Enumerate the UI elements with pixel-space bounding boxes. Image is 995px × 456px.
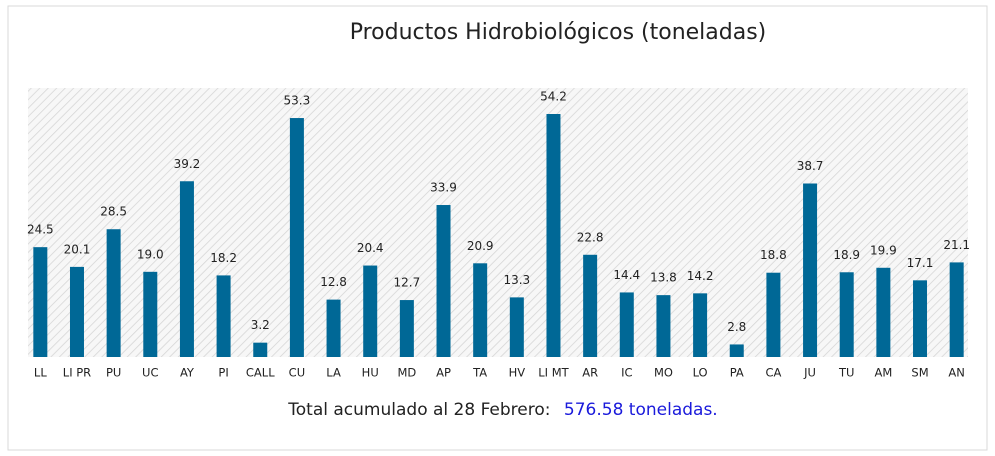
bar bbox=[289, 118, 304, 357]
value-label: 38.7 bbox=[797, 159, 824, 173]
value-label: 2.8 bbox=[727, 320, 746, 334]
value-label: 33.9 bbox=[430, 181, 457, 195]
x-tick-label: TU bbox=[838, 366, 854, 380]
x-tick-label: TA bbox=[472, 366, 487, 380]
bar bbox=[913, 280, 928, 357]
x-tick-label: PA bbox=[730, 366, 744, 380]
value-label: 17.1 bbox=[907, 256, 934, 270]
value-label: 14.4 bbox=[613, 268, 640, 282]
x-tick-label: JU bbox=[803, 366, 816, 380]
x-tick-label: LI PR bbox=[63, 366, 91, 380]
x-tick-label: LO bbox=[693, 366, 708, 380]
x-tick-label: SM bbox=[911, 366, 928, 380]
x-tick-label: LI MT bbox=[538, 366, 569, 380]
bar bbox=[949, 262, 964, 357]
bar bbox=[106, 229, 121, 357]
x-tick-label: LA bbox=[326, 366, 341, 380]
value-label: 53.3 bbox=[284, 94, 311, 108]
value-label: 13.8 bbox=[650, 271, 677, 285]
chart-title: Productos Hidrobiológicos (toneladas) bbox=[350, 20, 767, 45]
value-label: 20.9 bbox=[467, 239, 494, 253]
x-tick-label: UC bbox=[142, 366, 158, 380]
value-label: 24.5 bbox=[27, 223, 54, 237]
bar bbox=[363, 265, 378, 357]
x-tick-label: PU bbox=[106, 366, 121, 380]
bar bbox=[803, 183, 818, 357]
x-tick-label: AM bbox=[874, 366, 892, 380]
value-label: 14.2 bbox=[687, 269, 714, 283]
value-label: 22.8 bbox=[577, 230, 604, 244]
x-tick-label: AY bbox=[180, 366, 195, 380]
bar bbox=[839, 272, 854, 357]
x-tick-label: HU bbox=[362, 366, 379, 380]
value-label: 19.0 bbox=[137, 247, 164, 261]
x-tick-label: AR bbox=[582, 366, 598, 380]
bar bbox=[766, 272, 781, 357]
bar bbox=[546, 114, 561, 358]
value-label: 13.3 bbox=[503, 273, 530, 287]
x-tick-label: IC bbox=[621, 366, 632, 380]
value-label: 39.2 bbox=[174, 157, 201, 171]
bar bbox=[876, 267, 891, 357]
x-tick-label: AP bbox=[436, 366, 451, 380]
x-tick-label: CU bbox=[289, 366, 305, 380]
value-label: 20.4 bbox=[357, 241, 384, 255]
bar bbox=[33, 247, 48, 357]
value-label: 3.2 bbox=[251, 318, 270, 332]
bar bbox=[143, 271, 158, 357]
value-label: 28.5 bbox=[100, 205, 127, 219]
bar bbox=[179, 181, 194, 357]
bar bbox=[619, 292, 634, 357]
plot-area bbox=[28, 88, 968, 357]
value-label: 54.2 bbox=[540, 90, 567, 104]
x-tick-label: MD bbox=[397, 366, 416, 380]
bar bbox=[253, 342, 268, 357]
value-label: 18.2 bbox=[210, 251, 237, 265]
value-label: 12.8 bbox=[320, 275, 347, 289]
value-label: 19.9 bbox=[870, 243, 897, 257]
bar bbox=[436, 205, 451, 357]
value-label: 12.7 bbox=[394, 276, 421, 290]
bar bbox=[583, 254, 598, 357]
value-label: 21.1 bbox=[943, 238, 970, 252]
footer-text: Total acumulado al 28 Febrero: bbox=[287, 400, 550, 420]
bar bbox=[656, 295, 671, 357]
bar bbox=[399, 300, 414, 357]
value-label: 20.1 bbox=[64, 242, 91, 256]
x-tick-label: HV bbox=[509, 366, 526, 380]
value-label: 18.8 bbox=[760, 248, 787, 262]
bar bbox=[473, 263, 488, 357]
footer-highlight: 576.58 toneladas. bbox=[564, 400, 718, 420]
bar bbox=[326, 299, 341, 357]
bar bbox=[69, 266, 84, 357]
x-tick-label: MO bbox=[654, 366, 673, 380]
bar bbox=[693, 293, 708, 357]
bar bbox=[509, 297, 524, 357]
x-tick-label: CA bbox=[765, 366, 781, 380]
bar bbox=[729, 344, 744, 357]
x-tick-label: CALL bbox=[246, 366, 275, 380]
x-tick-label: AN bbox=[948, 366, 964, 380]
x-tick-label: LL bbox=[34, 366, 47, 380]
bar bbox=[216, 275, 231, 357]
x-tick-label: PI bbox=[218, 366, 228, 380]
value-label: 18.9 bbox=[833, 248, 860, 262]
footer: Total acumulado al 28 Febrero: 576.58 to… bbox=[287, 400, 717, 420]
